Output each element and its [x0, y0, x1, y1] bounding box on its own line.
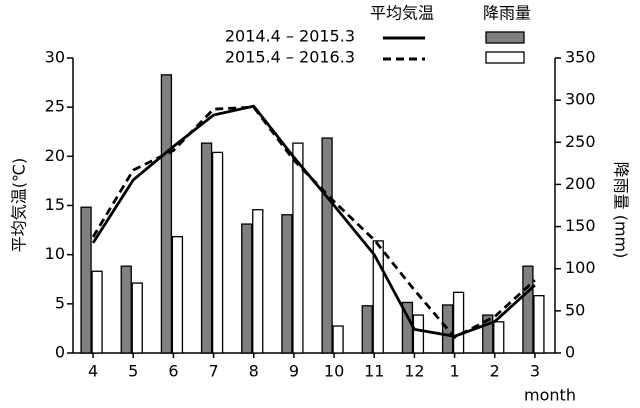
line: [91, 105, 536, 340]
bar: [252, 209, 264, 354]
y-tick-label: 5: [55, 293, 65, 312]
y-tick-label: 0: [55, 343, 65, 362]
legend-swatch: [485, 51, 525, 64]
y2-tick-label: 50: [565, 300, 585, 319]
y2-tick-label: 100: [565, 258, 596, 277]
y-tick-label: 20: [45, 146, 65, 165]
x-tick-label: 6: [168, 362, 178, 381]
bar: [211, 151, 224, 354]
y2-tick-label: 250: [565, 132, 596, 151]
bar: [482, 314, 494, 354]
bar: [91, 270, 103, 354]
x-tick-label: 12: [404, 362, 424, 381]
y-tick-label: 25: [45, 97, 65, 116]
x-tick-label: 11: [364, 362, 384, 381]
legend-label: 2014.4 – 2015.3: [225, 27, 355, 46]
x-axis-title: month: [524, 386, 576, 405]
x-tick-label: 1: [449, 362, 459, 381]
line: [91, 104, 536, 338]
bar: [241, 223, 253, 354]
bar: [522, 265, 534, 354]
x-tick-label: 4: [88, 362, 98, 381]
y-tick-label: 10: [45, 244, 65, 263]
bar: [281, 214, 293, 354]
bar: [120, 265, 132, 354]
bar: [80, 206, 92, 354]
x-tick-label: 8: [249, 362, 259, 381]
x-tick-label: 2: [490, 362, 500, 381]
bar: [321, 137, 333, 354]
y-tick-label: 15: [45, 195, 65, 214]
bar: [131, 282, 143, 354]
x-tick-label: 7: [208, 362, 218, 381]
bar: [160, 74, 173, 354]
x-tick-label: 9: [289, 362, 299, 381]
legend-swatch: [485, 31, 525, 44]
legend-header: 降雨量: [483, 4, 531, 23]
legend-header: 平均気温: [370, 4, 434, 23]
legend-label: 2015.4 – 2016.3: [225, 48, 355, 67]
bar: [533, 295, 545, 354]
x-tick-label: 10: [324, 362, 344, 381]
y2-tick-label: 350: [565, 48, 596, 67]
bar: [292, 142, 304, 354]
bar: [171, 236, 184, 354]
y2-axis-title: 降雨量 (mm): [612, 162, 631, 259]
y2-tick-label: 300: [565, 90, 596, 109]
bar: [332, 325, 344, 354]
bar: [361, 305, 373, 354]
bar: [412, 314, 425, 354]
bar: [441, 304, 454, 354]
y2-tick-label: 0: [565, 343, 575, 362]
y-axis-title: 平均気温(℃): [10, 158, 29, 252]
bar: [493, 321, 505, 354]
x-tick-label: 5: [128, 362, 138, 381]
bar: [372, 240, 384, 354]
y2-tick-label: 150: [565, 216, 596, 235]
x-tick-label: 3: [530, 362, 540, 381]
y2-tick-label: 200: [565, 174, 596, 193]
bar: [200, 142, 213, 354]
y-tick-label: 30: [45, 48, 65, 67]
bar: [452, 291, 465, 354]
